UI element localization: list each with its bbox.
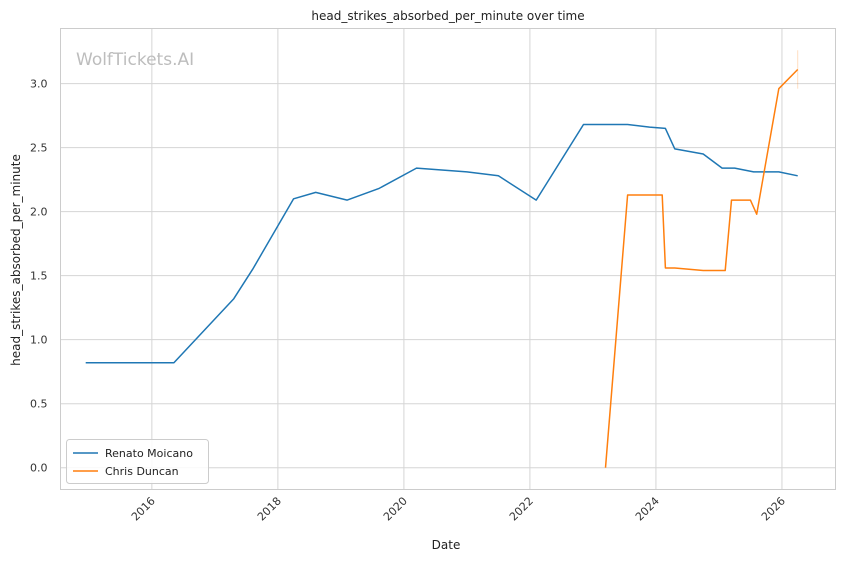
series-line-chris-duncan xyxy=(604,68,799,468)
chart-title: head_strikes_absorbed_per_minute over ti… xyxy=(311,9,584,23)
legend-label-renato-moicano: Renato Moicano xyxy=(105,447,193,460)
x-axis-label: Date xyxy=(432,538,461,552)
plot-frame xyxy=(60,28,836,490)
x-tick-label: 2020 xyxy=(381,495,410,524)
series-line-renato-moicano xyxy=(85,123,798,364)
y-tick-label: 1.5 xyxy=(30,270,48,283)
y-tick-label: 3.0 xyxy=(30,78,48,91)
plot-background xyxy=(60,28,836,490)
watermark-text: WolfTickets.AI xyxy=(76,50,194,70)
x-tick-label: 2022 xyxy=(507,495,536,524)
y-tick-label: 1.0 xyxy=(30,334,48,347)
y-tick-label: 0.5 xyxy=(30,398,48,411)
y-axis-label: head_strikes_absorbed_per_minute xyxy=(9,154,23,366)
x-tick-label: 2024 xyxy=(633,495,662,524)
series-layer xyxy=(85,50,799,468)
y-tick-label: 2.5 xyxy=(30,142,48,155)
x-tick-label: 2018 xyxy=(255,495,284,524)
legend-label-chris-duncan: Chris Duncan xyxy=(105,465,179,478)
y-tick-label: 0.0 xyxy=(30,462,48,475)
y-tick-label: 2.0 xyxy=(30,206,48,219)
x-tick-label: 2026 xyxy=(759,495,788,524)
x-tick-label: 2016 xyxy=(129,495,158,524)
x-tick-labels: 2016 2018 2020 2022 2024 2026 xyxy=(129,495,788,524)
legend-box xyxy=(66,439,209,484)
y-tick-labels: 0.0 0.5 1.0 1.5 2.0 2.5 3.0 xyxy=(30,78,48,475)
grid-lines xyxy=(60,28,836,490)
legend: Renato Moicano Chris Duncan xyxy=(66,439,209,484)
